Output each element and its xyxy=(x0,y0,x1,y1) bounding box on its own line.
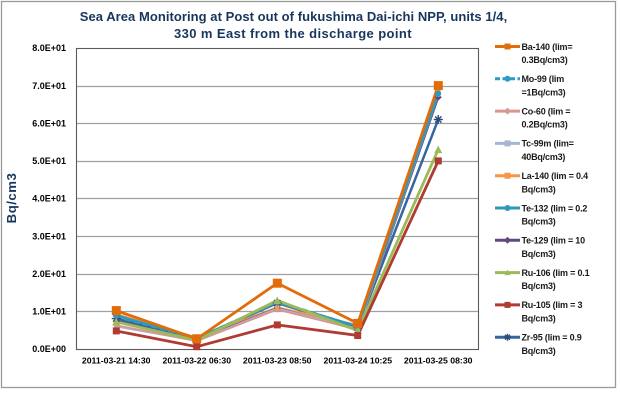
svg-text:7.0E+01: 7.0E+01 xyxy=(32,81,66,91)
svg-text:Co-60 (lim =: Co-60 (lim = xyxy=(522,106,571,116)
svg-text:Sea Area Monitoring at Post ou: Sea Area Monitoring at Post out of fukus… xyxy=(80,9,507,24)
svg-text:5.0E+01: 5.0E+01 xyxy=(32,156,66,166)
svg-text:6.0E+01: 6.0E+01 xyxy=(32,119,66,129)
svg-text:1.0E+01: 1.0E+01 xyxy=(32,307,66,317)
svg-text:Mo-99 (lim: Mo-99 (lim xyxy=(522,74,565,84)
svg-text:2011-03-25 08:30: 2011-03-25 08:30 xyxy=(404,356,473,366)
svg-text:2.0E+01: 2.0E+01 xyxy=(32,269,66,279)
svg-text:Bq/cm3): Bq/cm3) xyxy=(522,184,556,194)
svg-text:Bq/cm3): Bq/cm3) xyxy=(522,314,556,324)
svg-text:Tc-99m (lim=: Tc-99m (lim= xyxy=(522,139,574,149)
svg-text:8.0E+01: 8.0E+01 xyxy=(32,43,66,53)
svg-text:Ru-106 (lim = 0.1: Ru-106 (lim = 0.1 xyxy=(522,268,590,278)
svg-text:La-140 (lim = 0.4: La-140 (lim = 0.4 xyxy=(522,171,589,181)
svg-text:Bq/cm3: Bq/cm3 xyxy=(4,173,19,224)
svg-text:Bq/cm3): Bq/cm3) xyxy=(522,249,556,259)
svg-text:Bq/cm3): Bq/cm3) xyxy=(522,281,556,291)
svg-text:Ru-105 (lim = 3: Ru-105 (lim = 3 xyxy=(522,300,583,310)
svg-text:Te-132 (lim = 0.2: Te-132 (lim = 0.2 xyxy=(522,203,588,213)
svg-text:40Bq/cm3): 40Bq/cm3) xyxy=(522,152,566,162)
svg-text:Te-129 (lim = 10: Te-129 (lim = 10 xyxy=(522,236,586,246)
svg-text:=1Bq/cm3): =1Bq/cm3) xyxy=(522,87,566,97)
svg-text:2011-03-21 14:30: 2011-03-21 14:30 xyxy=(82,356,151,366)
svg-text:2011-03-22 06:30: 2011-03-22 06:30 xyxy=(163,356,232,366)
svg-text:0.2Bq/cm3): 0.2Bq/cm3) xyxy=(522,120,568,130)
svg-text:0.3Bq/cm3): 0.3Bq/cm3) xyxy=(522,55,568,65)
svg-text:Bq/cm3): Bq/cm3) xyxy=(522,346,556,356)
svg-text:3.0E+01: 3.0E+01 xyxy=(32,231,66,241)
svg-text:0.0E+00: 0.0E+00 xyxy=(32,344,66,354)
svg-text:Ba-140 (lim=: Ba-140 (lim= xyxy=(522,42,573,52)
svg-text:2011-03-24 10:25: 2011-03-24 10:25 xyxy=(324,356,393,366)
svg-text:330 m East from the discharge: 330 m East from the discharge point xyxy=(174,26,412,41)
svg-text:Zr-95 (lim = 0.9: Zr-95 (lim = 0.9 xyxy=(522,333,582,343)
svg-text:4.0E+01: 4.0E+01 xyxy=(32,194,66,204)
svg-text:Bq/cm3): Bq/cm3) xyxy=(522,217,556,227)
svg-text:2011-03-23 08:50: 2011-03-23 08:50 xyxy=(243,356,312,366)
